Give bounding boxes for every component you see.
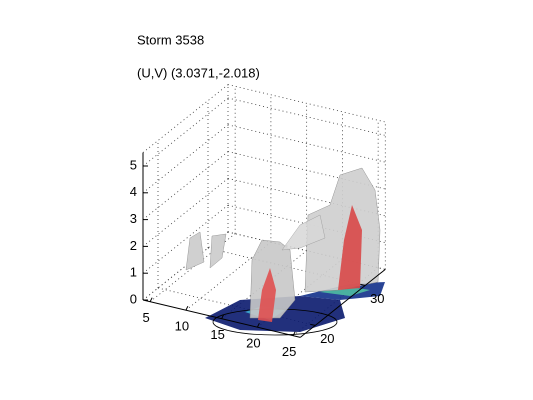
grid-line <box>227 97 386 136</box>
y-tick-label: 20 <box>320 331 334 346</box>
z-tick-label: 4 <box>130 184 137 199</box>
grid-line <box>227 178 386 217</box>
isosurface <box>209 233 227 269</box>
x-tick <box>185 305 189 311</box>
isosurface <box>281 214 326 251</box>
x-tick-label: 15 <box>210 327 224 342</box>
isosurfaces <box>185 167 385 336</box>
z-tick-label: 1 <box>130 265 137 280</box>
floor-field <box>320 286 370 296</box>
y-tick <box>310 323 316 326</box>
isosurface-core <box>338 205 362 290</box>
y-axis <box>299 269 386 338</box>
x-tick <box>292 331 296 336</box>
isosurface-core <box>258 268 276 322</box>
z-tick-label: 0 <box>130 291 137 306</box>
y-tick <box>360 283 366 286</box>
z-tick-label: 2 <box>130 238 137 253</box>
chart-title: Storm 3538 <box>137 32 204 47</box>
x-tick-label: 5 <box>143 310 150 325</box>
x-tick-label: 25 <box>282 344 296 359</box>
x-tick <box>221 314 225 319</box>
x-tick <box>149 297 153 302</box>
axes: 0 1 2 3 4 5 5 10 15 20 25 20 30 <box>130 152 386 359</box>
chart-subtitle: (U,V) (3.0371,-2.018) <box>137 65 260 80</box>
grid-line <box>227 124 386 163</box>
z-tick-label: 3 <box>130 211 137 226</box>
z-tick-label: 5 <box>130 157 137 172</box>
x-tick <box>256 322 260 328</box>
x-tick-label: 20 <box>246 336 260 351</box>
y-tick-label: 30 <box>370 291 384 306</box>
wall-edge <box>227 84 386 123</box>
x-tick-label: 10 <box>175 319 189 334</box>
isosurface <box>185 231 205 271</box>
